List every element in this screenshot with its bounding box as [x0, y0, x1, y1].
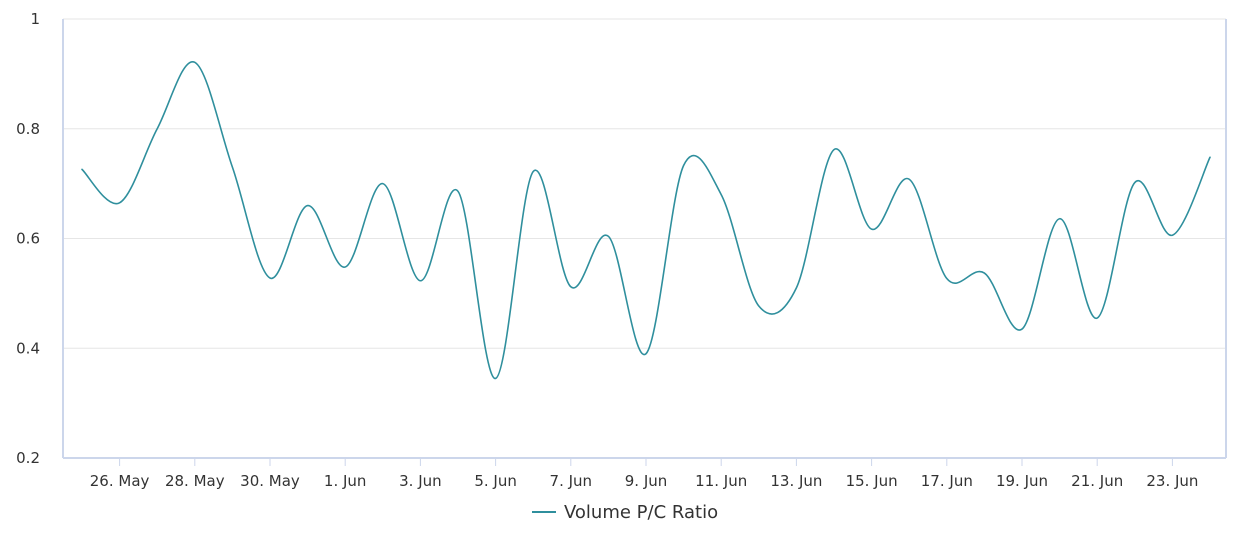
y-tick-label: 0.6	[16, 230, 40, 248]
x-tick-label: 26. May	[90, 472, 150, 490]
legend-label[interactable]: Volume P/C Ratio	[564, 502, 718, 523]
x-tick-label: 28. May	[165, 472, 225, 490]
data-point[interactable]	[228, 163, 236, 171]
x-tick-label: 9. Jun	[625, 472, 668, 490]
data-point[interactable]	[304, 202, 312, 210]
axes: 0.2 0.4 0.6 0.8 1 26. May 28. May 30. May 1. Jun…	[16, 10, 1227, 490]
y-tick-label: 1	[30, 10, 40, 28]
data-point[interactable]	[454, 187, 462, 195]
data-point[interactable]	[1093, 314, 1101, 322]
series-line	[81, 61, 1211, 380]
y-tick-label: 0.8	[16, 120, 40, 138]
data-point[interactable]	[153, 125, 161, 133]
data-point[interactable]	[1131, 179, 1139, 187]
data-point[interactable]	[943, 275, 951, 283]
x-tick-label: 11. Jun	[695, 472, 747, 490]
data-point[interactable]	[567, 283, 575, 291]
data-point[interactable]	[78, 165, 86, 173]
series-layer	[78, 58, 1214, 382]
data-point[interactable]	[830, 146, 838, 154]
data-point[interactable]	[1056, 215, 1064, 223]
data-point[interactable]	[905, 175, 913, 183]
x-tick-label: 15. Jun	[846, 472, 898, 490]
data-point[interactable]	[1018, 325, 1026, 333]
y-tick-label: 0.2	[16, 449, 40, 467]
data-point[interactable]	[492, 374, 500, 382]
data-point[interactable]	[379, 180, 387, 188]
x-tick-label: 3. Jun	[399, 472, 442, 490]
data-point[interactable]	[642, 350, 650, 358]
data-point[interactable]	[604, 232, 612, 240]
data-point[interactable]	[755, 302, 763, 310]
x-tick-label: 23. Jun	[1146, 472, 1198, 490]
x-tick-label: 21. Jun	[1071, 472, 1123, 490]
data-point[interactable]	[341, 263, 349, 271]
data-point[interactable]	[266, 274, 274, 282]
data-point[interactable]	[717, 191, 725, 199]
y-tick-label: 0.4	[16, 339, 40, 357]
x-tick-label: 7. Jun	[550, 472, 593, 490]
data-point[interactable]	[868, 225, 876, 233]
gridlines	[63, 18, 1226, 459]
data-point[interactable]	[116, 199, 124, 207]
x-tick-label: 17. Jun	[921, 472, 973, 490]
data-point[interactable]	[529, 168, 537, 176]
x-tick-label: 13. Jun	[770, 472, 822, 490]
x-tick-label: 19. Jun	[996, 472, 1048, 490]
x-tick-label: 5. Jun	[474, 472, 517, 490]
data-point[interactable]	[1206, 153, 1214, 161]
data-point[interactable]	[191, 58, 199, 66]
x-tick-label: 30. May	[240, 472, 300, 490]
data-point[interactable]	[980, 269, 988, 277]
data-point[interactable]	[792, 284, 800, 292]
legend[interactable]: Volume P/C Ratio	[532, 502, 718, 523]
data-point[interactable]	[680, 162, 688, 170]
x-tick-label: 1. Jun	[324, 472, 367, 490]
data-point[interactable]	[1168, 231, 1176, 239]
data-point[interactable]	[416, 277, 424, 285]
